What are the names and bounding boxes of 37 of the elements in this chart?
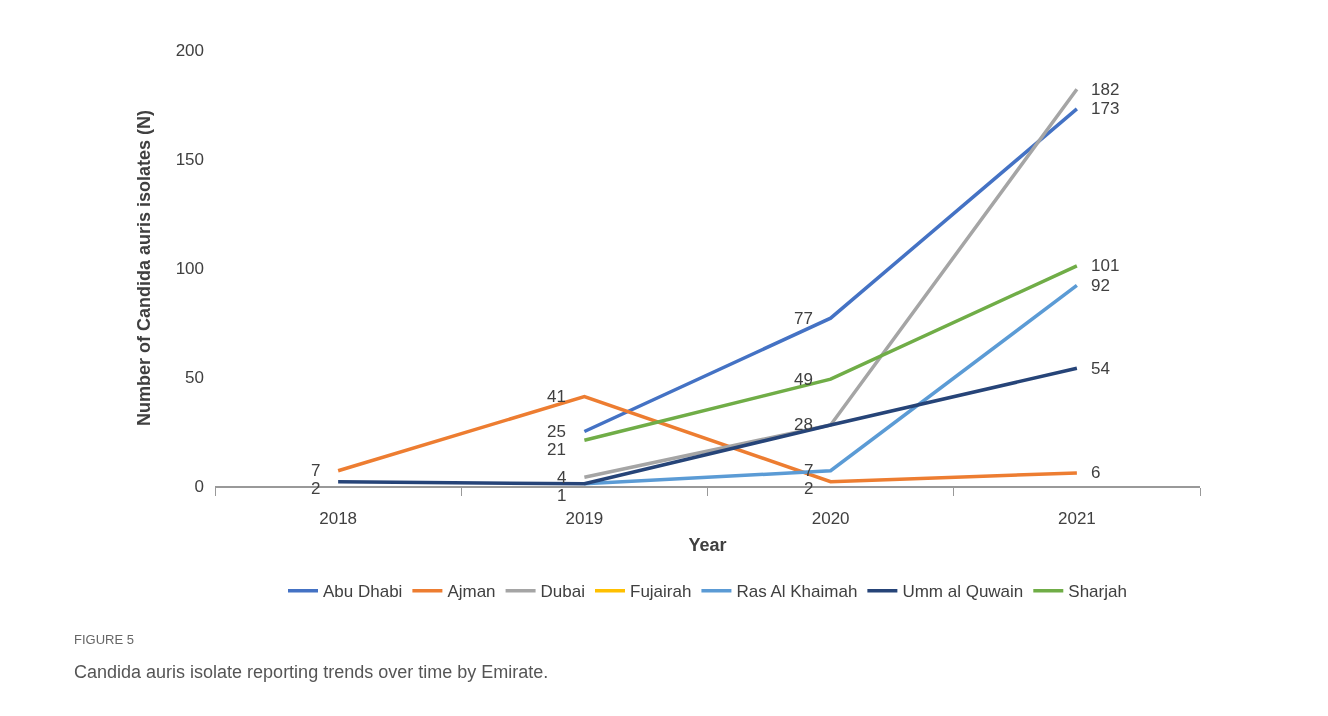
data-label: 7	[311, 461, 321, 480]
x-tick-label: 2020	[811, 509, 850, 529]
y-tick-label: 0	[194, 476, 204, 496]
y-tick-label: 200	[175, 40, 204, 60]
data-label: 7	[804, 461, 814, 480]
y-axis-title: Number of Candida auris isolates (N)	[133, 109, 154, 427]
data-label: 2	[311, 479, 321, 498]
y-tick-label: 50	[185, 367, 204, 387]
data-label: 182	[1091, 80, 1120, 99]
legend-label: Dubai	[540, 582, 585, 602]
data-label: 1	[557, 486, 567, 505]
x-axis-title: Year	[688, 534, 727, 555]
legend-label: Umm al Quwain	[902, 582, 1024, 602]
text: Candida auris isolate reporting trends over time by Emirate.	[74, 662, 549, 682]
data-label: 49	[794, 370, 813, 389]
data-label: 54	[1091, 359, 1110, 378]
legend-label: Ras Al Khaimah	[736, 582, 858, 602]
legend-label: Fujairah	[630, 582, 692, 602]
data-label: 21	[547, 440, 566, 459]
data-label: 28	[794, 415, 813, 434]
data-label: 2	[804, 479, 814, 498]
data-label: 101	[1091, 256, 1120, 275]
legend-label: Sharjah	[1068, 582, 1127, 602]
y-tick-label: 100	[175, 258, 204, 278]
y-tick-label: 150	[175, 149, 204, 169]
caption: FIGURE 5	[74, 632, 134, 647]
data-label: 77	[794, 309, 813, 328]
x-tick-label: 2021	[1057, 509, 1096, 529]
data-label: 6	[1091, 463, 1101, 482]
data-label: 25	[547, 422, 566, 441]
data-label: 41	[547, 387, 566, 406]
data-label: 173	[1091, 99, 1120, 118]
x-tick-label: 2018	[319, 509, 358, 529]
legend-label: Ajman	[447, 582, 496, 602]
x-tick-label: 2019	[565, 509, 604, 529]
legend-label: Abu Dhabi	[323, 582, 403, 602]
data-label: 92	[1091, 276, 1110, 295]
